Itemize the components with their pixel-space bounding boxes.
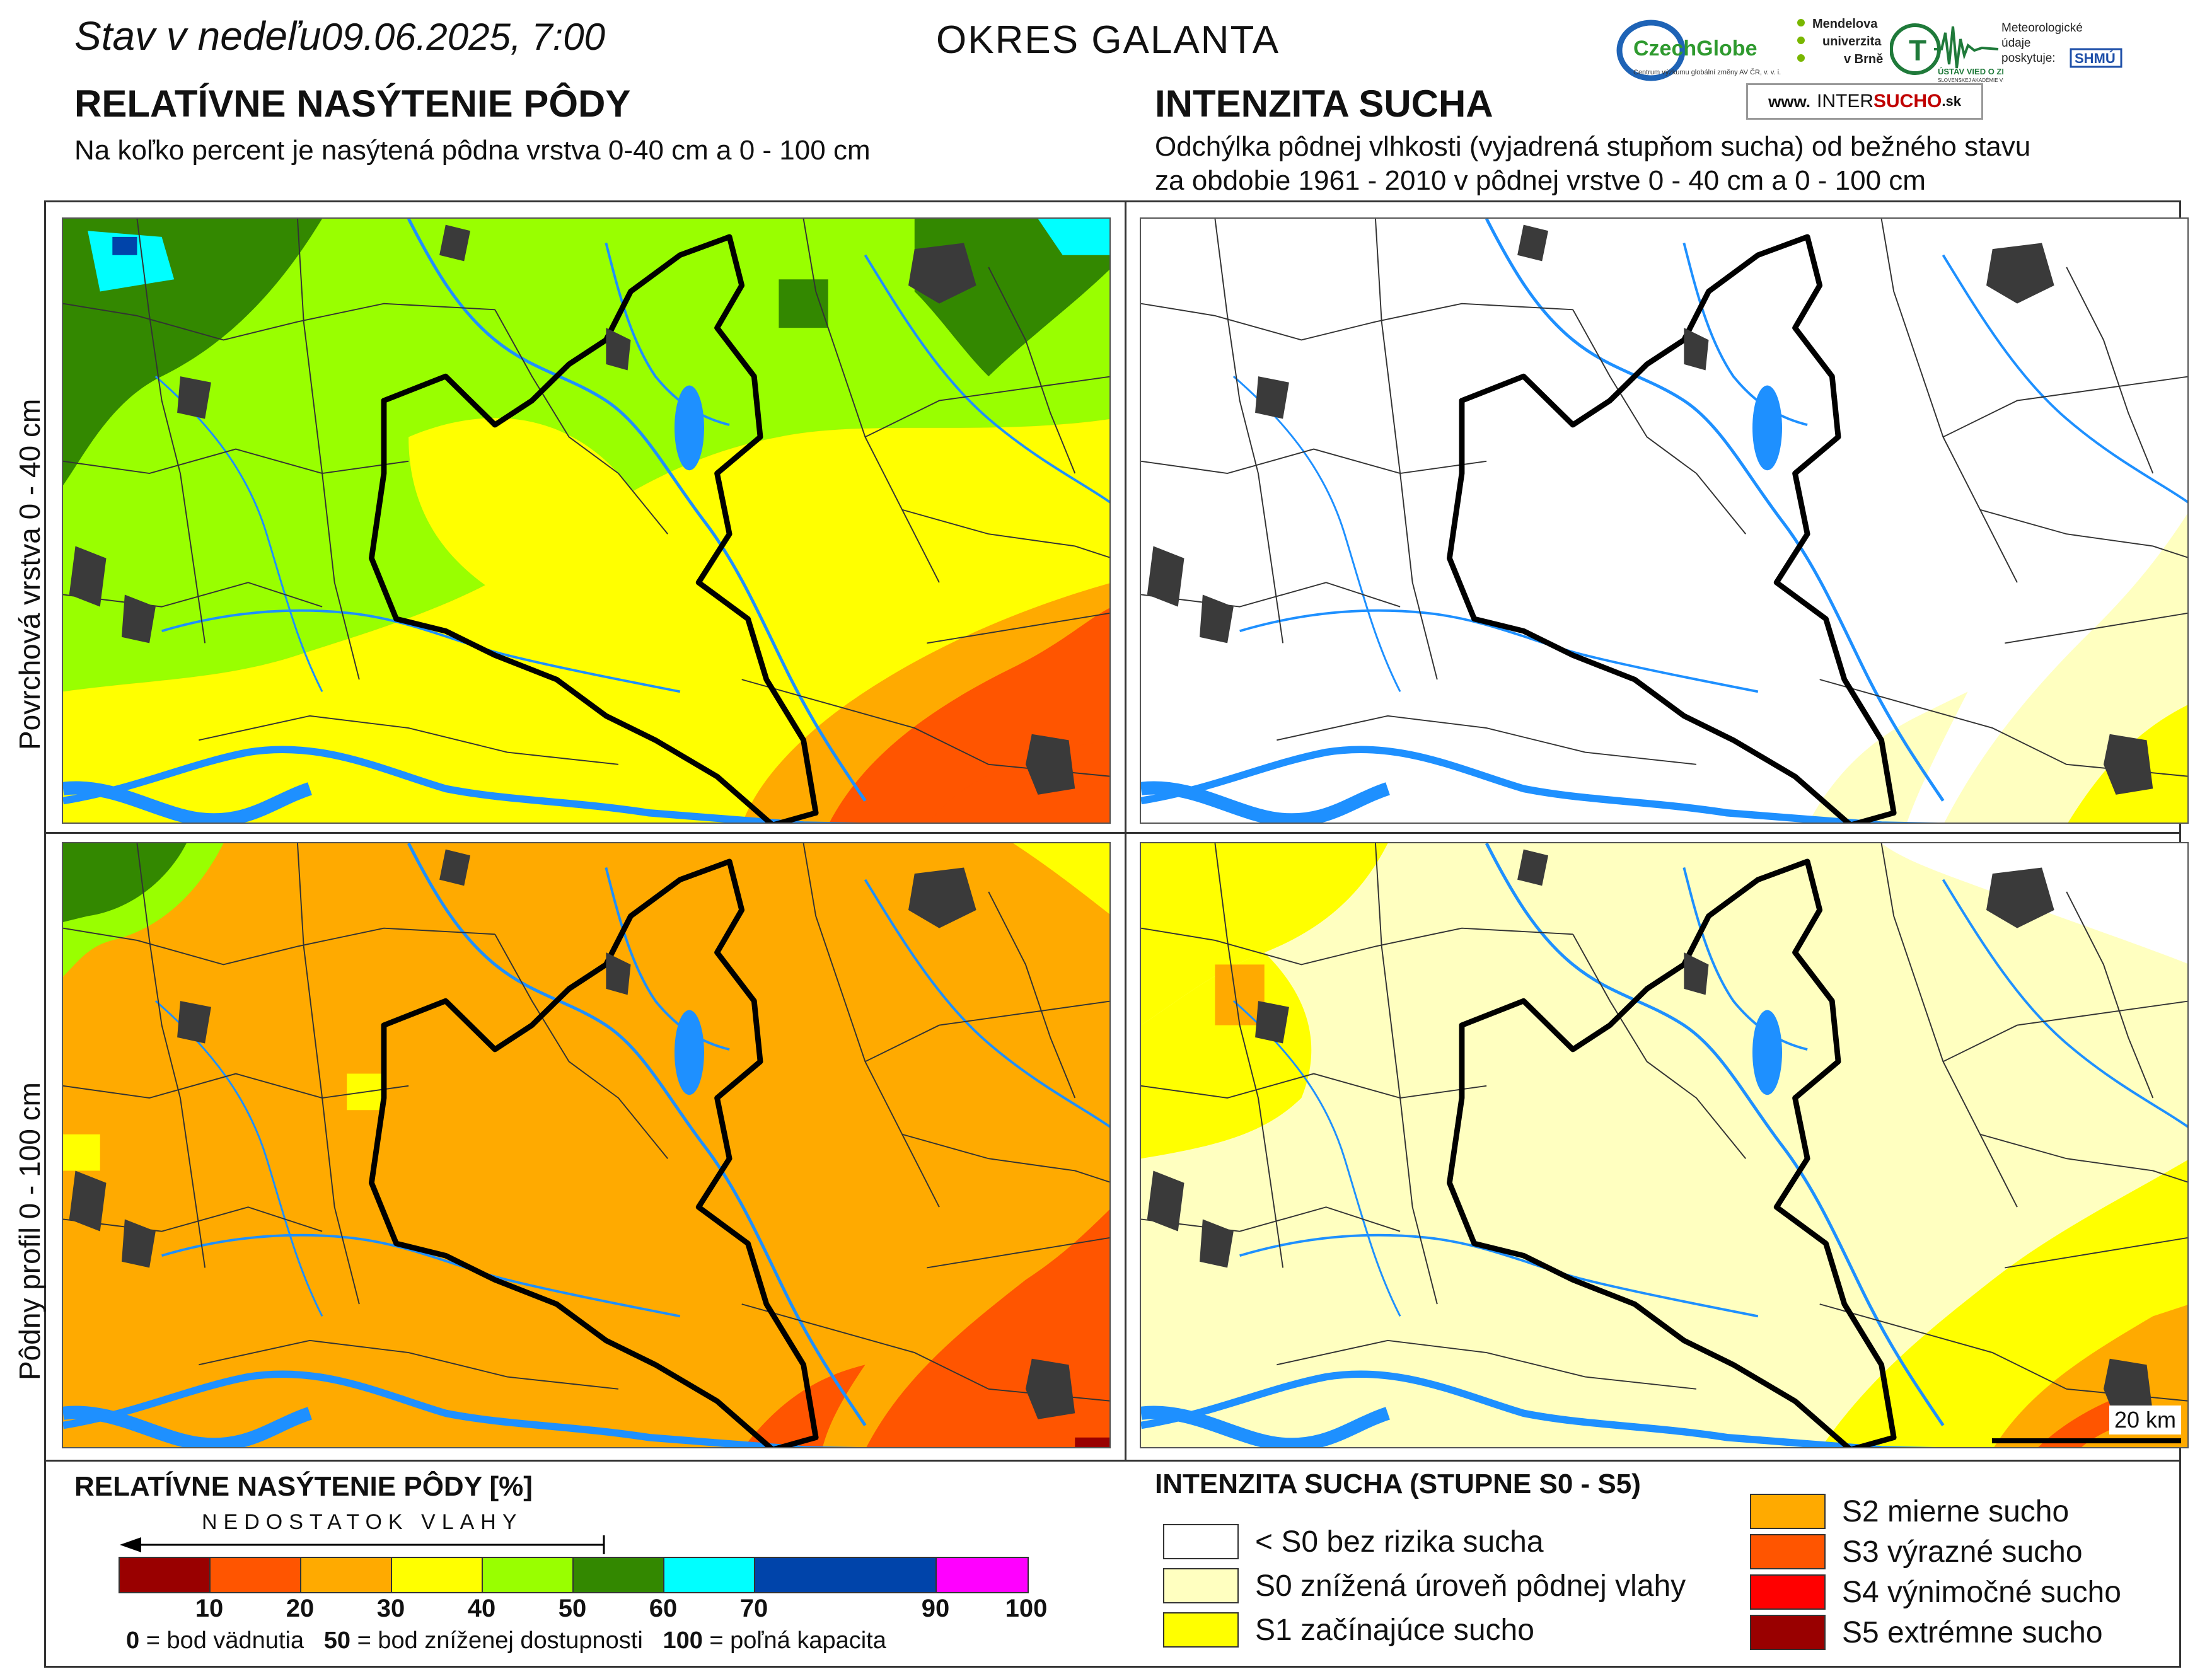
mendelu-logo: Mendelova univerzita v Brně bbox=[1793, 14, 1888, 89]
website-inter: INTER bbox=[1817, 91, 1873, 112]
legend-label-s2: S2 mierne sucho bbox=[1842, 1494, 2070, 1528]
map-saturation-profile bbox=[62, 842, 1111, 1448]
colorbar-segment bbox=[120, 1558, 211, 1592]
saturation-title: RELATÍVNE NASÝTENIE PÔDY bbox=[74, 83, 631, 125]
website-tld: .sk bbox=[1942, 93, 1961, 109]
drought-legend-left: < S0 bez rizika sucha S0 znížená úroveň … bbox=[1163, 1524, 1686, 1648]
panel-divider-horizontal bbox=[44, 1460, 2181, 1462]
ustav-text: ÚSTAV VIED O ZEMI bbox=[1938, 67, 2003, 76]
legend-item-s5: S5 extrémne sucho bbox=[1750, 1615, 2121, 1650]
czechglobe-logo: CzechGlobe Centrum výzkumu globální změn… bbox=[1611, 14, 1793, 83]
map-date-heading: Stav v nedeľu09.06.2025, 7:00 bbox=[74, 13, 605, 59]
ustav-subtext: SLOVENSKEJ AKADÉMIE VIED bbox=[1938, 78, 2003, 83]
drought-subtitle-1: Odchýlka pôdnej vlhkosti (vyjadrená stup… bbox=[1155, 131, 2031, 162]
scale-bar-label: 20 km bbox=[2114, 1407, 2176, 1433]
colorbar-segment bbox=[211, 1558, 301, 1592]
legend-label-s4: S4 výnimočné sucho bbox=[1842, 1575, 2121, 1609]
legend-item-s4: S4 výnimočné sucho bbox=[1750, 1574, 2121, 1610]
colorbar-tick-label: 90 bbox=[921, 1595, 950, 1622]
svg-text:Mendelova: Mendelova bbox=[1812, 17, 1878, 31]
row-label-top: Povrchová vrstva 0 - 40 cm bbox=[13, 398, 46, 750]
legend-item-s3: S3 výrazné sucho bbox=[1750, 1534, 2121, 1569]
swatch-s1 bbox=[1163, 1612, 1239, 1648]
czechglobe-text: CzechGlobe bbox=[1633, 37, 1757, 61]
colorbar-tick-label: 30 bbox=[376, 1595, 405, 1622]
website-prefix: www. bbox=[1768, 91, 1810, 111]
swatch-no-drought bbox=[1163, 1524, 1239, 1559]
drought-subtitle-2: za obdobie 1961 - 2010 v pôdnej vrstve 0… bbox=[1155, 165, 1926, 196]
foot-text-1: = bod zníženej dostupnosti bbox=[350, 1627, 643, 1654]
scale-bar-label-box: 20 km bbox=[2109, 1406, 2181, 1434]
colorbar-tick-label: 100 bbox=[1005, 1595, 1048, 1622]
swatch-s2 bbox=[1750, 1494, 1826, 1529]
legend-item-s2: S2 mierne sucho bbox=[1750, 1494, 2121, 1529]
website-sucho: SUCHO bbox=[1873, 91, 1942, 112]
intersucho-website: www. INTER SUCHO .sk bbox=[1746, 83, 1983, 120]
drought-legend-right: S2 mierne sucho S3 výrazné sucho S4 výni… bbox=[1750, 1494, 2121, 1650]
legend-item-s0: S0 znížená úroveň pôdnej vlahy bbox=[1163, 1568, 1686, 1603]
legend-label-no-drought: < S0 bez rizika sucha bbox=[1255, 1525, 1544, 1559]
foot-value-2: 100 bbox=[663, 1627, 703, 1654]
row-label-bottom: Pôdny profil 0 - 100 cm bbox=[13, 1082, 46, 1380]
legend-label-s5: S5 extrémne sucho bbox=[1842, 1615, 2103, 1649]
svg-text:poskytuje:: poskytuje: bbox=[2001, 52, 2056, 65]
drought-legend-title: INTENZITA SUCHA (STUPNE S0 - S5) bbox=[1155, 1469, 1641, 1499]
foot-value-0: 0 bbox=[126, 1627, 140, 1654]
date-prefix: Stav v nedeľu bbox=[74, 13, 321, 59]
colorbar-segment bbox=[755, 1558, 937, 1592]
colorbar-tick-label: 10 bbox=[195, 1595, 224, 1622]
foot-text-2: = poľná kapacita bbox=[702, 1627, 886, 1654]
legend-label-s0: S0 znížená úroveň pôdnej vlahy bbox=[1255, 1569, 1686, 1603]
deficit-arrow bbox=[120, 1535, 605, 1554]
saturation-legend-title: RELATÍVNE NASÝTENIE PÔDY [%] bbox=[74, 1471, 533, 1502]
saturation-colorbar bbox=[119, 1557, 1029, 1593]
district-name: OKRES GALANTA bbox=[936, 18, 1280, 62]
date-value: 09.06.2025, 7:00 bbox=[321, 16, 606, 58]
colorbar-segment bbox=[301, 1558, 392, 1592]
colorbar-tick-label: 70 bbox=[739, 1595, 768, 1622]
czechglobe-subtext: Centrum výzkumu globální změny AV ČR, v.… bbox=[1633, 68, 1781, 76]
svg-text:T: T bbox=[1909, 34, 1926, 67]
ustav-vied-o-zemi-logo: T ÚSTAV VIED O ZEMI SLOVENSKEJ AKADÉMIE … bbox=[1889, 14, 2016, 83]
legend-label-s1: S1 začínajúce sucho bbox=[1255, 1613, 1534, 1647]
row-divider bbox=[44, 832, 2181, 834]
legend-item-s1: S1 začínajúce sucho bbox=[1163, 1612, 1686, 1648]
legend-footnote: 0 = bod vädnutia 50 = bod zníženej dostu… bbox=[126, 1627, 886, 1654]
svg-text:Meteorologické: Meteorologické bbox=[2001, 21, 2083, 35]
arrow-label: NEDOSTATOK VLAHY bbox=[202, 1510, 523, 1534]
swatch-s4 bbox=[1750, 1574, 1826, 1610]
colorbar-tick-label: 60 bbox=[649, 1595, 678, 1622]
svg-text:univerzita: univerzita bbox=[1822, 35, 1882, 49]
shmu-logo: Meteorologické údaje poskytuje: SHMÚ bbox=[2001, 18, 2128, 87]
swatch-s3 bbox=[1750, 1534, 1826, 1569]
map-drought-profile: 20 km bbox=[1140, 842, 2189, 1448]
drought-title: INTENZITA SUCHA bbox=[1155, 83, 1493, 125]
svg-text:v Brně: v Brně bbox=[1844, 52, 1883, 66]
colorbar-segment bbox=[483, 1558, 574, 1592]
colorbar-segment bbox=[664, 1558, 755, 1592]
swatch-s5 bbox=[1750, 1615, 1826, 1650]
foot-value-1: 50 bbox=[323, 1627, 351, 1654]
map-saturation-topsoil bbox=[62, 217, 1111, 824]
colorbar-segment bbox=[574, 1558, 664, 1592]
saturation-subtitle: Na koľko percent je nasýtená pôdna vrstv… bbox=[74, 135, 871, 166]
colorbar-segment bbox=[392, 1558, 483, 1592]
panel-divider-vertical bbox=[1125, 200, 1126, 1461]
shmu-text: SHMÚ bbox=[2075, 50, 2116, 66]
swatch-s0 bbox=[1163, 1568, 1239, 1603]
colorbar-segment bbox=[937, 1558, 1028, 1592]
legend-item-no-drought: < S0 bez rizika sucha bbox=[1163, 1524, 1686, 1559]
map-drought-topsoil bbox=[1140, 217, 2189, 824]
svg-text:údaje: údaje bbox=[2001, 37, 2031, 50]
colorbar-tick-label: 40 bbox=[467, 1595, 496, 1622]
foot-text-0: = bod vädnutia bbox=[139, 1627, 304, 1654]
legend-label-s3: S3 výrazné sucho bbox=[1842, 1535, 2083, 1569]
colorbar-tick-label: 20 bbox=[286, 1595, 315, 1622]
scale-bar bbox=[1992, 1438, 2181, 1443]
colorbar-tick-label: 50 bbox=[558, 1595, 587, 1622]
